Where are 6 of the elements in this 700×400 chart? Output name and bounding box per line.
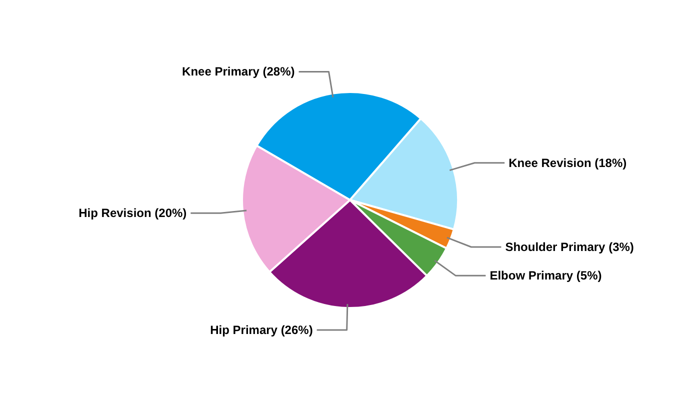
slice-label: Hip Revision (20%) [78, 206, 187, 220]
slice-label: Shoulder Primary (3%) [505, 240, 634, 254]
slice-label: Hip Primary (26%) [210, 322, 313, 337]
slice-label: Knee Revision (18%) [508, 156, 627, 170]
slice-label: Knee Primary (28%) [182, 64, 295, 79]
slice-label: Elbow Primary (5%) [490, 268, 602, 283]
